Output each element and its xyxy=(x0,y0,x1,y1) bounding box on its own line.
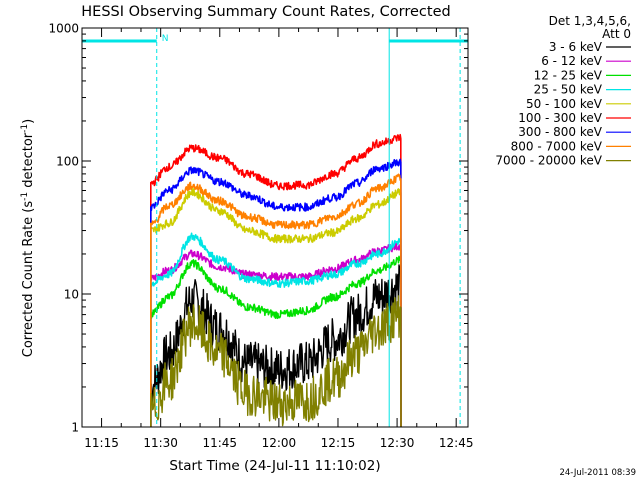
series-line xyxy=(150,187,402,428)
legend-label: 3 - 6 keV xyxy=(549,40,603,54)
legend-label: 12 - 25 keV xyxy=(534,68,603,82)
legend-label: 100 - 300 keV xyxy=(518,111,602,125)
legend-header-line-1: Det 1,3,4,5,6, xyxy=(549,14,631,28)
series-line xyxy=(150,255,402,428)
legend-label: 7000 - 20000 keV xyxy=(495,154,602,168)
y-axis: 1 10 100 1000 xyxy=(48,22,468,435)
series-line xyxy=(150,173,402,428)
x-tick-label: 11:30 xyxy=(143,436,178,450)
series-line xyxy=(150,158,402,428)
legend-label: 800 - 7000 keV xyxy=(511,139,603,153)
y-tick-label: 100 xyxy=(56,155,79,169)
legend-label: 50 - 100 keV xyxy=(526,97,603,111)
legend-header-line-2: Att 0 xyxy=(602,27,631,41)
x-tick-label: 12:00 xyxy=(262,436,297,450)
x-tick-label: 12:15 xyxy=(321,436,356,450)
y-tick-label: 1000 xyxy=(48,22,79,36)
x-tick-label: 12:30 xyxy=(380,436,415,450)
legend-label: 300 - 800 keV xyxy=(518,125,602,139)
y-tick-label: 10 xyxy=(64,288,79,302)
plot-area: N xyxy=(81,28,468,428)
x-tick-label: 12:45 xyxy=(439,436,474,450)
series-line xyxy=(150,133,402,428)
series-line xyxy=(150,242,402,428)
night-label: N xyxy=(162,34,169,44)
x-tick-label: 11:15 xyxy=(84,436,119,450)
y-tick-label: 1 xyxy=(71,421,79,435)
series-line xyxy=(150,264,402,428)
series-line xyxy=(150,232,402,428)
x-tick-label: 11:45 xyxy=(202,436,237,450)
plot-frame xyxy=(81,27,469,428)
timestamp: 24-Jul-2011 08:39 xyxy=(559,468,636,478)
chart-title: HESSI Observing Summary Count Rates, Cor… xyxy=(81,4,450,20)
x-axis-label: Start Time (24-Jul-11 11:10:02) xyxy=(169,458,380,474)
series-line xyxy=(150,295,402,428)
legend-label: 25 - 50 keV xyxy=(534,83,603,97)
x-axis: 11:15 11:30 11:45 12:00 12:15 12:30 12:45 xyxy=(84,28,473,450)
y-axis-label: Corrected Count Rate (s-1 detector-1) xyxy=(20,119,36,357)
legend-label: 6 - 12 keV xyxy=(541,54,603,68)
